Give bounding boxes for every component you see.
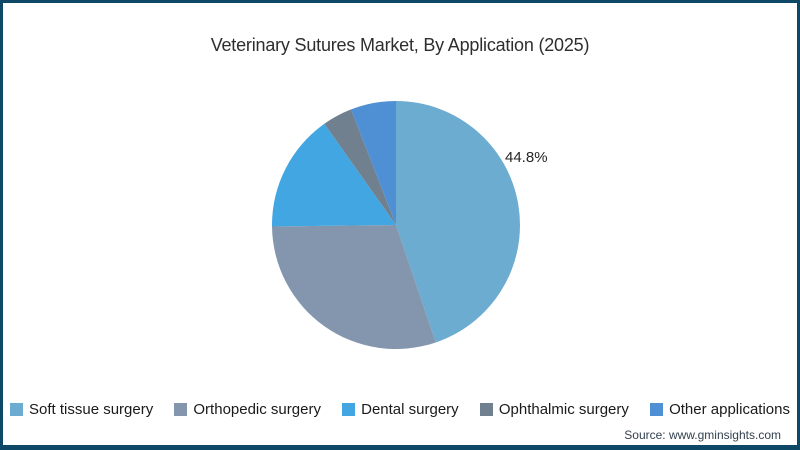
- legend-label: Orthopedic surgery: [193, 400, 321, 418]
- legend-item-dental-surgery: Dental surgery: [342, 401, 459, 418]
- pie-slice-ophthalmic-surgery: [324, 109, 396, 225]
- legend-label: Soft tissue surgery: [29, 400, 154, 418]
- pie-slice-soft-tissue-surgery: [396, 101, 520, 343]
- legend-item-soft-tissue-surgery: Soft tissue surgery: [10, 401, 153, 418]
- legend-item-other-applications: Other applications: [650, 401, 790, 418]
- data-label: 44.8%: [505, 149, 548, 166]
- source-attribution: Source: www.gminsights.com: [624, 428, 781, 442]
- pie-slice-orthopedic-surgery: [272, 225, 436, 349]
- legend-label: Other applications: [669, 400, 790, 418]
- legend-swatch-icon: [174, 402, 188, 416]
- chart-title: Veterinary Sutures Market, By Applicatio…: [210, 35, 590, 55]
- legend: Soft tissue surgery Orthopedic surgery Den…: [10, 396, 790, 422]
- legend-swatch-icon: [650, 402, 664, 416]
- legend-swatch-icon: [479, 402, 493, 416]
- legend-swatch-icon: [342, 402, 356, 416]
- pie-slice-other-applications: [351, 101, 396, 225]
- pie-chart: [272, 101, 520, 349]
- legend-label: Dental surgery: [361, 400, 459, 418]
- pie-slice-dental-surgery: [272, 123, 396, 227]
- legend-swatch-icon: [10, 402, 23, 416]
- legend-item-ophthalmic-surgery: Ophthalmic surgery: [479, 400, 629, 418]
- legend-item-orthopedic-surgery: Orthopedic surgery: [174, 401, 321, 418]
- legend-label: Ophthalmic surgery: [498, 400, 629, 418]
